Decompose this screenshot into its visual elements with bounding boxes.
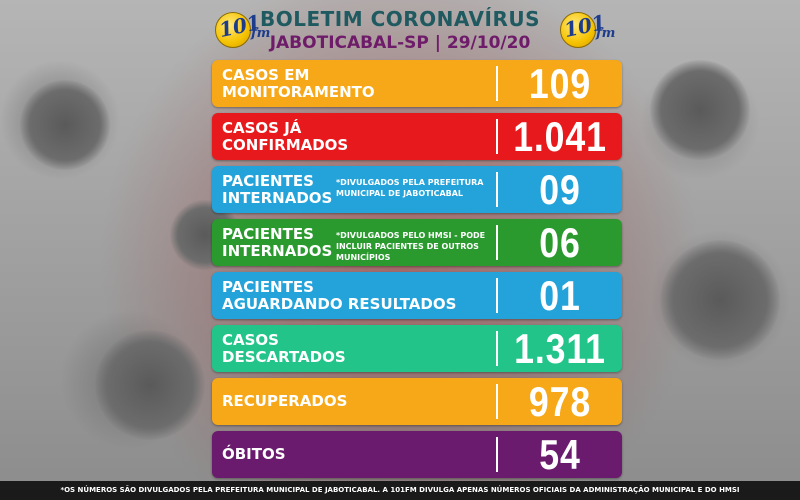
virus-decoration [20, 80, 110, 170]
stat-label: CASOS EM MONITORAMENTO [222, 60, 494, 107]
stat-label-line: PACIENTES [222, 277, 314, 296]
stat-label-line: DESCARTADOS [222, 347, 346, 366]
stat-label: CASOS JÁ CONFIRMADOS [222, 113, 494, 160]
stat-row: PACIENTES INTERNADOS *DIVULGADOS PELO HMSI… [212, 219, 622, 266]
stat-label-line: INTERNADOS [222, 188, 333, 207]
stat-value: 06 [539, 219, 581, 266]
stat-row: PACIENTES AGUARDANDO RESULTADOS 01 [212, 272, 622, 319]
stat-label-line: CONFIRMADOS [222, 135, 349, 154]
stat-value: 1.041 [513, 113, 607, 160]
stat-label-line: PACIENTES [222, 171, 314, 190]
stat-label-line: INTERNADOS [222, 241, 333, 260]
stat-label-text: CASOS EM MONITORAMENTO [222, 65, 375, 101]
virus-decoration [650, 60, 750, 160]
stat-divider [496, 172, 498, 207]
stat-label-text: CASOS JÁ CONFIRMADOS [222, 118, 349, 154]
stat-label-line: PACIENTES [222, 224, 314, 243]
stat-divider [496, 119, 498, 154]
logo-suffix: fm [596, 26, 616, 41]
page-subtitle: JABOTICABAL-SP | 29/10/20 [269, 33, 531, 53]
stat-row: CASOS JÁ CONFIRMADOS 1.041 [212, 113, 622, 160]
stat-label-text: RECUPERADOS [222, 393, 347, 410]
logo-suffix: fm [251, 26, 271, 41]
stat-value: 978 [528, 378, 592, 425]
stat-row: RECUPERADOS 978 [212, 378, 622, 425]
stat-divider [496, 384, 498, 419]
virus-decoration [660, 240, 780, 360]
stat-value: 109 [528, 60, 592, 107]
stat-label-line: CASOS [222, 330, 279, 349]
stat-divider [496, 225, 498, 260]
stat-label: ÓBITOS [222, 431, 494, 478]
stat-label-line: ÓBITOS [222, 445, 286, 463]
stat-note: *DIVULGADOS PELO HMSI - PODE INCLUIR PAC… [336, 231, 486, 262]
stat-divider [496, 278, 498, 313]
radio-logo: 101 fm [560, 10, 618, 48]
stat-divider [496, 331, 498, 366]
stat-value: 54 [539, 431, 581, 478]
stat-label-text: PACIENTES INTERNADOS [222, 171, 333, 207]
radio-logo: 101 fm [215, 10, 273, 48]
stat-label-line: RECUPERADOS [222, 392, 348, 410]
stat-value: 01 [539, 272, 581, 319]
stat-value: 09 [539, 166, 581, 213]
stats-list: CASOS EM MONITORAMENTO 109 CASOS JÁ CONFIRMA… [212, 60, 622, 484]
footer-disclaimer: *OS NÚMEROS SÃO DIVULGADOS PELA PREFEITU… [0, 481, 800, 500]
stat-row: CASOS DESCARTADOS 1.311 [212, 325, 622, 372]
page-title: BOLETIM CORONAVÍRUS [259, 7, 540, 31]
stat-label: RECUPERADOS [222, 378, 494, 425]
stat-label-line: MONITORAMENTO [222, 82, 375, 101]
stat-label: PACIENTES AGUARDANDO RESULTADOS [222, 272, 494, 319]
stat-label-line: AGUARDANDO RESULTADOS [222, 294, 457, 313]
stat-label-text: ÓBITOS [222, 446, 286, 463]
stat-label: CASOS DESCARTADOS [222, 325, 494, 372]
stat-note: *DIVULGADOS PELA PREFEITURA MUNICIPAL DE… [336, 178, 484, 198]
stat-row: CASOS EM MONITORAMENTO 109 [212, 60, 622, 107]
stat-row: ÓBITOS 54 [212, 431, 622, 478]
logo-badge [215, 12, 251, 48]
stat-divider [496, 437, 498, 472]
stat-label: PACIENTES INTERNADOS [222, 166, 494, 213]
stat-label-text: PACIENTES INTERNADOS [222, 224, 333, 260]
stat-label-text: CASOS DESCARTADOS [222, 330, 346, 366]
virus-decoration [95, 330, 205, 440]
stat-label-text: PACIENTES AGUARDANDO RESULTADOS [222, 277, 457, 313]
stat-value: 1.311 [514, 325, 606, 372]
header: 101 fm BOLETIM CORONAVÍRUS JABOTICABAL-S… [0, 0, 800, 60]
stat-label-line: CASOS JÁ [222, 118, 302, 137]
stat-row: PACIENTES INTERNADOS *DIVULGADOS PELA PREF… [212, 166, 622, 213]
logo-badge [560, 12, 596, 48]
stat-divider [496, 66, 498, 101]
stat-label: PACIENTES INTERNADOS [222, 219, 494, 266]
stat-label-line: CASOS EM [222, 65, 310, 84]
